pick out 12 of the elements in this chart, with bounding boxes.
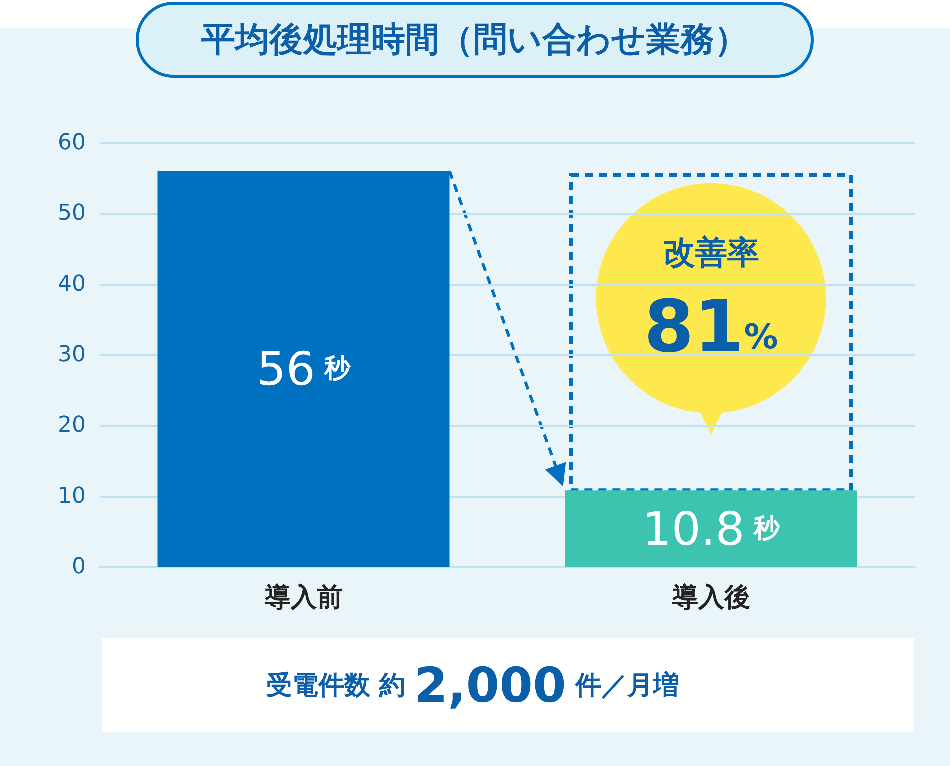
annotation: 81%	[644, 284, 778, 368]
y-tick-label: 40	[58, 272, 86, 297]
y-tick-label: 0	[72, 554, 86, 580]
y-tick-label: 10	[58, 484, 86, 509]
y-tick-label: 60	[58, 130, 86, 156]
chart-title: 平均後処理時間（問い合わせ業務）	[200, 20, 748, 60]
x-tick-label: 導入前	[264, 583, 343, 613]
y-tick-label: 30	[58, 342, 86, 368]
x-tick-label: 導入後	[671, 583, 750, 613]
y-tick-label: 50	[58, 201, 86, 226]
y-tick-label: 20	[58, 413, 86, 438]
annotation: 改善率	[663, 233, 760, 272]
